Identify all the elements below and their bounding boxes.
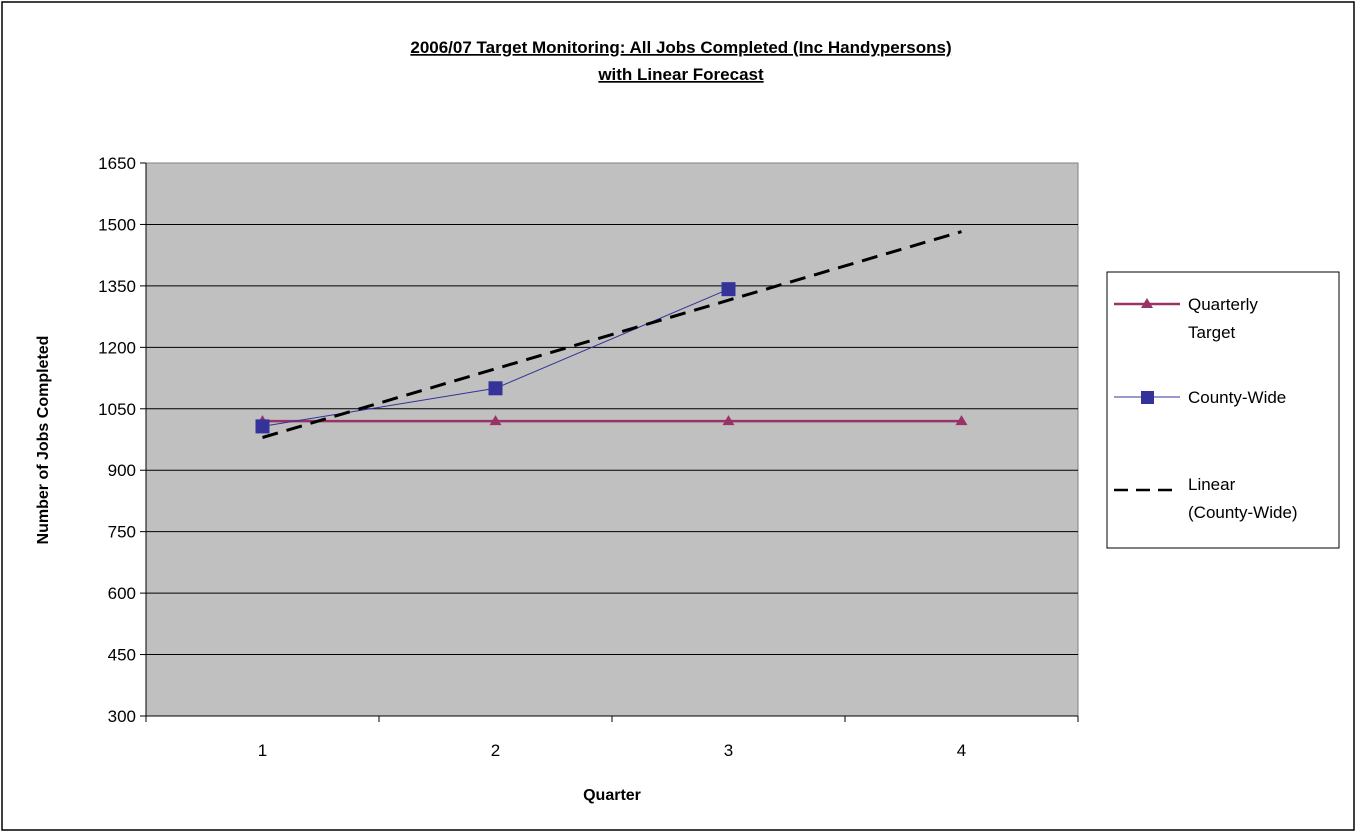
y-tick-label: 1200 <box>98 338 136 357</box>
legend-box <box>1106 271 1340 549</box>
y-tick-label: 1500 <box>98 215 136 234</box>
y-tick-label: 900 <box>108 461 136 480</box>
y-axis-ticks: 1650 1500 1350 1200 1050 900 750 600 450 300 <box>98 154 147 726</box>
legend-label-county-wide: County-Wide <box>1188 388 1286 407</box>
x-axis-ticks: 1 2 3 4 <box>145 715 1079 760</box>
y-tick-label: 1650 <box>98 154 136 173</box>
chart-title-line2: with Linear Forecast <box>597 65 764 84</box>
data-point-county-wide <box>488 381 503 396</box>
legend: Quarterly Target County-Wide Linear (Cou… <box>1106 271 1340 549</box>
grid-lines <box>146 223 1078 656</box>
legend-marker-county-wide <box>1141 391 1154 404</box>
chart-title-line1: 2006/07 Target Monitoring: All Jobs Comp… <box>410 38 951 57</box>
x-tick-label: 1 <box>258 741 267 760</box>
x-tick-label: 4 <box>957 741 966 760</box>
legend-label-quarterly-target-line1: Quarterly <box>1188 295 1258 314</box>
y-axis-title: Number of Jobs Completed <box>35 336 52 545</box>
y-tick-label: 300 <box>108 707 136 726</box>
legend-label-linear-line1: Linear <box>1188 475 1236 494</box>
data-point-county-wide <box>721 282 736 297</box>
data-point-quarterly-target <box>489 415 502 426</box>
plot-area <box>145 162 1079 717</box>
y-tick-label: 1350 <box>98 277 136 296</box>
y-tick-label: 1050 <box>98 400 136 419</box>
x-tick-label: 3 <box>724 741 733 760</box>
series-layer <box>255 230 968 439</box>
data-point-quarterly-target <box>955 415 968 426</box>
x-tick-label: 2 <box>491 741 500 760</box>
legend-label-linear-line2: (County-Wide) <box>1188 503 1298 522</box>
y-tick-label: 450 <box>108 646 136 665</box>
x-axis-title: Quarter <box>583 787 641 804</box>
legend-label-quarterly-target-line2: Target <box>1188 323 1236 342</box>
series-line-linear-trend <box>262 230 962 439</box>
data-point-county-wide <box>255 419 270 434</box>
y-tick-label: 600 <box>108 584 136 603</box>
legend-marker-quarterly-target <box>1141 298 1153 308</box>
y-tick-label: 750 <box>108 523 136 542</box>
data-point-quarterly-target <box>722 415 735 426</box>
